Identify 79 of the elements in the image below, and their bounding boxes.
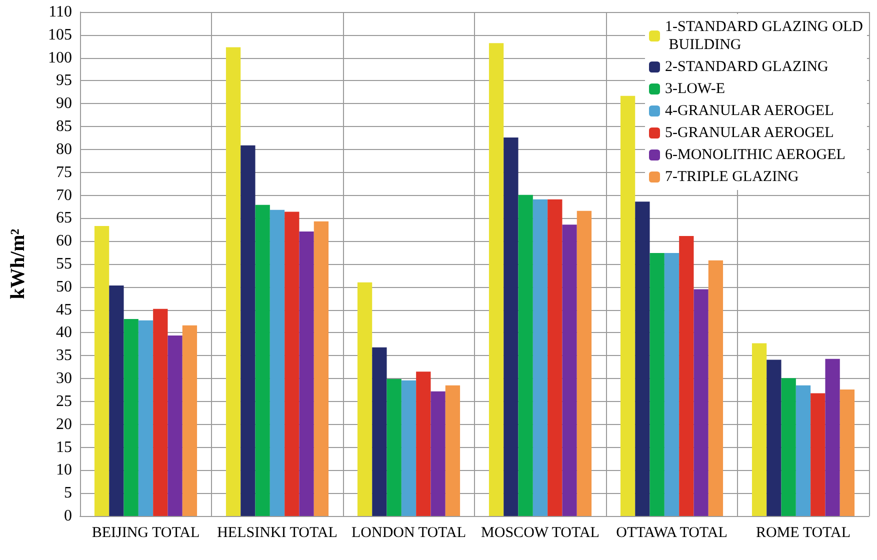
- bar: [270, 210, 285, 516]
- legend-label: 6-MONOLITHIC AEROGEL: [665, 147, 846, 163]
- x-tick-label: HELSINKI TOTAL: [217, 525, 338, 541]
- bar: [488, 43, 504, 516]
- legend-label: 5-GRANULAR AEROGEL: [665, 125, 834, 141]
- bar: [518, 194, 533, 516]
- bar: [752, 343, 767, 516]
- bar: [416, 372, 431, 516]
- x-tick-label: ROME TOTAL: [756, 525, 850, 541]
- bar: [781, 378, 796, 516]
- y-tick-label: 60: [56, 232, 72, 250]
- y-tick-label: 110: [48, 4, 72, 20]
- bar: [94, 226, 110, 516]
- bar: [766, 360, 782, 516]
- bar: [679, 236, 694, 516]
- bar: [386, 379, 402, 516]
- bar: [168, 335, 182, 516]
- bar: [182, 325, 198, 516]
- bar: [576, 210, 592, 516]
- y-tick-label: 5: [64, 484, 72, 502]
- bar: [284, 212, 300, 516]
- bar: [299, 231, 314, 516]
- bar: [504, 138, 518, 516]
- y-tick-label: 100: [48, 49, 72, 66]
- legend-label: 2-STANDARD GLAZING: [665, 59, 829, 75]
- x-tick-label: OTTAWA TOTAL: [616, 525, 728, 541]
- bar: [825, 358, 840, 516]
- bar: [445, 385, 460, 516]
- y-tick-label: 15: [56, 438, 72, 456]
- y-tick-label: 25: [56, 392, 72, 410]
- bar: [840, 390, 855, 516]
- x-tick-label: MOSCOW TOTAL: [481, 525, 600, 541]
- bar: [562, 224, 577, 516]
- y-tick-label: 55: [56, 256, 72, 272]
- bar: [255, 204, 270, 516]
- bar: [226, 47, 241, 516]
- bar: [372, 347, 387, 516]
- y-tick-label: 35: [56, 347, 72, 364]
- y-tick-label: 65: [56, 210, 72, 227]
- y-tick-label: 0: [64, 508, 72, 524]
- legend-label: 4-GRANULAR AEROGEL: [665, 103, 834, 119]
- y-tick-label: 85: [56, 118, 72, 136]
- y-tick-label: 70: [56, 186, 72, 204]
- bar: [240, 145, 256, 516]
- y-tick-label: 95: [56, 72, 72, 90]
- y-tick-label: 10: [56, 462, 72, 479]
- bar: [694, 289, 708, 516]
- y-tick-label: 105: [48, 26, 72, 44]
- bar: [138, 320, 154, 516]
- bar: [430, 391, 446, 516]
- y-tick-label: 80: [56, 140, 72, 158]
- bar: [810, 393, 826, 516]
- legend-label: 1-STANDARD GLAZING OLD BUILDING: [665, 19, 864, 53]
- bar: [796, 385, 811, 516]
- bar: [532, 199, 548, 516]
- y-tick-label: 75: [56, 164, 72, 181]
- legend-label: 3-LOW-E: [665, 81, 725, 97]
- x-tick-label: BEIJING TOTAL: [92, 525, 200, 541]
- bar: [357, 282, 372, 516]
- y-axis-title: kWh/m²: [7, 228, 29, 300]
- bar: [314, 221, 329, 516]
- x-tick-label: LONDON TOTAL: [352, 525, 466, 541]
- y-tick-label: 90: [56, 95, 72, 112]
- bar: [109, 286, 124, 516]
- bar: [153, 308, 168, 516]
- y-tick-label: 45: [56, 301, 72, 318]
- bar: [650, 253, 664, 516]
- bar: [548, 199, 562, 516]
- bar: [124, 318, 138, 516]
- y-tick-label: 50: [56, 278, 72, 296]
- y-tick-label: 40: [56, 324, 72, 342]
- bar: [664, 253, 680, 516]
- legend-label: 7-TRIPLE GLAZING: [665, 169, 799, 185]
- bar: [401, 380, 416, 516]
- bar: [620, 96, 636, 516]
- bar: [635, 202, 650, 516]
- bar: [708, 260, 724, 516]
- y-tick-label: 30: [56, 370, 72, 388]
- y-tick-label: 20: [56, 416, 72, 433]
